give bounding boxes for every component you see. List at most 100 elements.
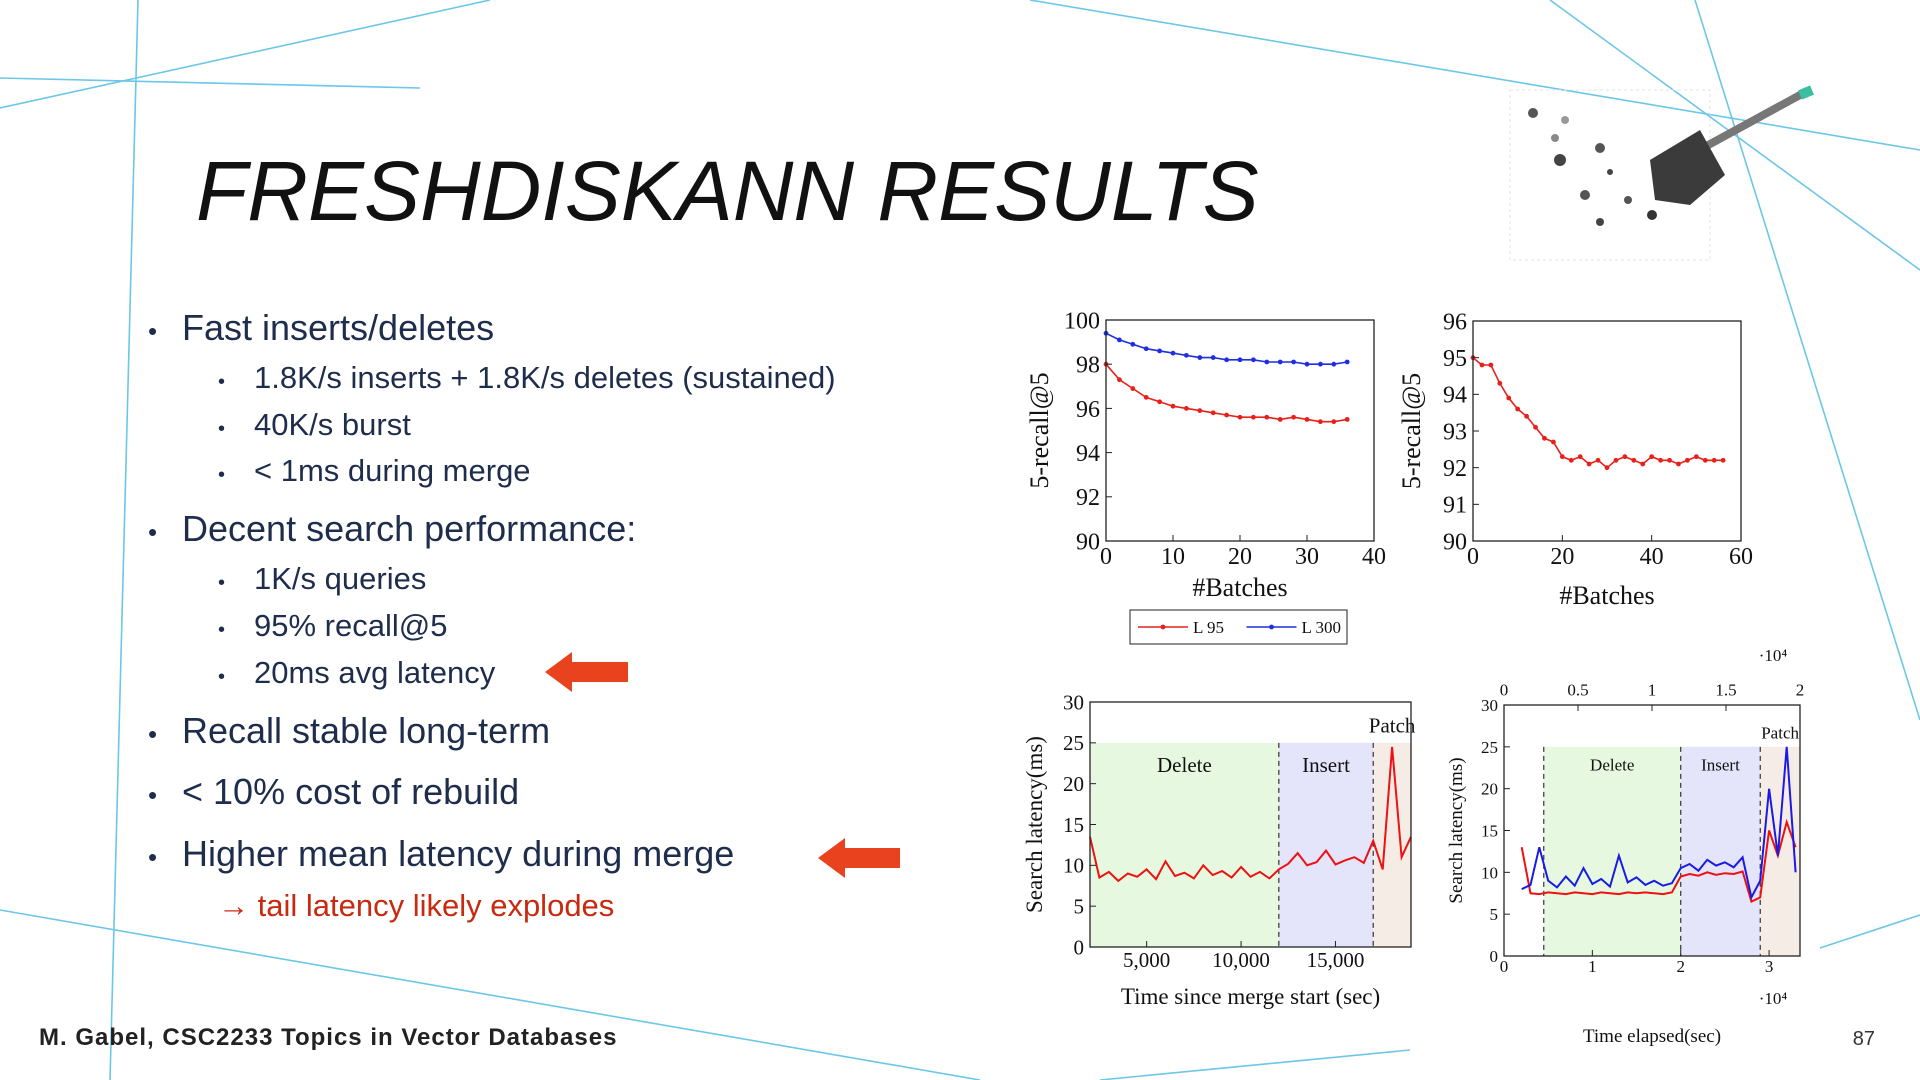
sub-bullet: < 1ms during merge xyxy=(254,453,531,488)
series-marker xyxy=(1170,350,1176,356)
series-marker xyxy=(1157,348,1162,354)
y-tick-label: 0 xyxy=(1074,935,1085,959)
series-line xyxy=(1521,746,1797,901)
x-tick-label: 20 xyxy=(1228,544,1252,570)
series-marker xyxy=(1524,413,1529,419)
y-tick-label: 92 xyxy=(1076,485,1100,511)
x-axis-label: Time since merge start (sec) xyxy=(1121,984,1380,1009)
series-marker xyxy=(1568,457,1574,463)
y-tick-label: 95 xyxy=(1443,346,1467,372)
series-marker xyxy=(1344,417,1350,422)
bullet-dot: • xyxy=(148,780,157,810)
region xyxy=(1543,746,1681,956)
series-marker xyxy=(1304,417,1310,422)
series-marker xyxy=(1551,439,1556,445)
series-marker xyxy=(1277,359,1283,365)
bullet-dot: • xyxy=(218,619,225,641)
region-label: Delete xyxy=(1157,753,1212,777)
x-tick-label: 1 xyxy=(1588,957,1597,976)
series-marker xyxy=(1649,454,1655,460)
series-marker xyxy=(1184,406,1189,411)
y-tick-label: 25 xyxy=(1063,731,1084,755)
series-marker xyxy=(1631,457,1637,463)
series-marker xyxy=(1143,394,1149,400)
y-tick-label: 94 xyxy=(1443,383,1467,409)
series-marker xyxy=(1117,377,1122,383)
series-marker xyxy=(1693,454,1699,460)
series-marker xyxy=(1318,361,1323,367)
sub-bullet: 1K/s queries xyxy=(254,561,426,596)
series-line xyxy=(1089,746,1412,883)
x2-tick-label: 1 xyxy=(1648,681,1657,700)
x2-tick-label: 0.5 xyxy=(1567,681,1588,700)
bullet-dot: • xyxy=(218,464,225,486)
x-tick-label: 0 xyxy=(1500,957,1509,976)
bullet: Decent search performance: xyxy=(182,508,636,549)
footer: M. Gabel, CSC2233 Topics in Vector Datab… xyxy=(39,1024,617,1051)
plot-background xyxy=(1106,320,1374,541)
x-tick-label: 2 xyxy=(1676,957,1685,976)
series-marker xyxy=(1210,410,1216,416)
y-tick-label: 100 xyxy=(1064,308,1100,334)
y-tick-label: 20 xyxy=(1481,780,1498,799)
series-marker xyxy=(1542,435,1547,441)
x2-tick-label: 0 xyxy=(1500,681,1509,700)
region xyxy=(1373,742,1411,947)
y-tick-label: 30 xyxy=(1481,696,1498,715)
bullet-dot: • xyxy=(218,572,225,594)
y-tick-label: 5 xyxy=(1490,905,1499,924)
series-marker xyxy=(1130,341,1136,347)
x2-tick-label: 2 xyxy=(1796,681,1805,700)
series-marker xyxy=(1640,461,1646,467)
bullet: Recall stable long-term xyxy=(182,710,550,751)
series-marker xyxy=(1170,403,1176,409)
series-marker xyxy=(1197,355,1203,360)
series-marker xyxy=(1184,352,1189,358)
region xyxy=(1090,742,1279,947)
region-label: Insert xyxy=(1701,756,1740,775)
series-marker xyxy=(1210,355,1216,360)
series-marker xyxy=(1533,424,1538,430)
region-label: Delete xyxy=(1590,756,1634,775)
series-line xyxy=(1520,818,1797,904)
y-axis-label: Search latency(ms) xyxy=(1446,757,1467,903)
y-tick-label: 10 xyxy=(1063,854,1084,878)
series-marker xyxy=(1577,454,1583,460)
bullet-dot: • xyxy=(218,418,225,440)
series-marker xyxy=(1488,362,1494,368)
region xyxy=(1680,746,1761,956)
y-tick-label: 96 xyxy=(1076,397,1100,423)
x-tick-label: 15,000 xyxy=(1307,948,1365,972)
y-tick-label: 94 xyxy=(1076,441,1100,467)
y-tick-label: 90 xyxy=(1076,529,1100,555)
series-marker xyxy=(1237,414,1243,420)
y-tick-label: 5 xyxy=(1074,895,1085,919)
bullets: • Fast inserts/deletes • 1.8K/s inserts … xyxy=(148,307,836,923)
series-marker xyxy=(1277,417,1283,422)
x2-exponent: ·10⁴ xyxy=(1759,646,1788,665)
series-marker xyxy=(1291,414,1296,420)
series-marker xyxy=(1291,359,1296,365)
x-axis-label: #Batches xyxy=(1559,581,1654,610)
series-marker xyxy=(1264,414,1270,420)
bullet-dot: • xyxy=(218,371,225,393)
page-number: 87 xyxy=(1853,1028,1875,1050)
series-marker xyxy=(1197,408,1203,414)
y-tick-label: 93 xyxy=(1443,419,1467,445)
legend-marker xyxy=(1269,624,1274,630)
legend-label: L 95 xyxy=(1193,618,1224,637)
sub-bullet: 40K/s burst xyxy=(254,407,411,442)
series-marker xyxy=(1586,461,1592,467)
series-marker xyxy=(1143,346,1149,352)
y-tick-label: 96 xyxy=(1443,309,1467,335)
bullet-dot: • xyxy=(148,517,157,547)
y-tick-label: 0 xyxy=(1490,947,1499,966)
x-exponent: ·10⁴ xyxy=(1759,989,1788,1008)
y-tick-label: 90 xyxy=(1443,529,1467,555)
y-axis-label: 5-recall@5 xyxy=(1025,372,1054,488)
series-marker xyxy=(1304,361,1310,367)
series-marker xyxy=(1224,412,1229,418)
